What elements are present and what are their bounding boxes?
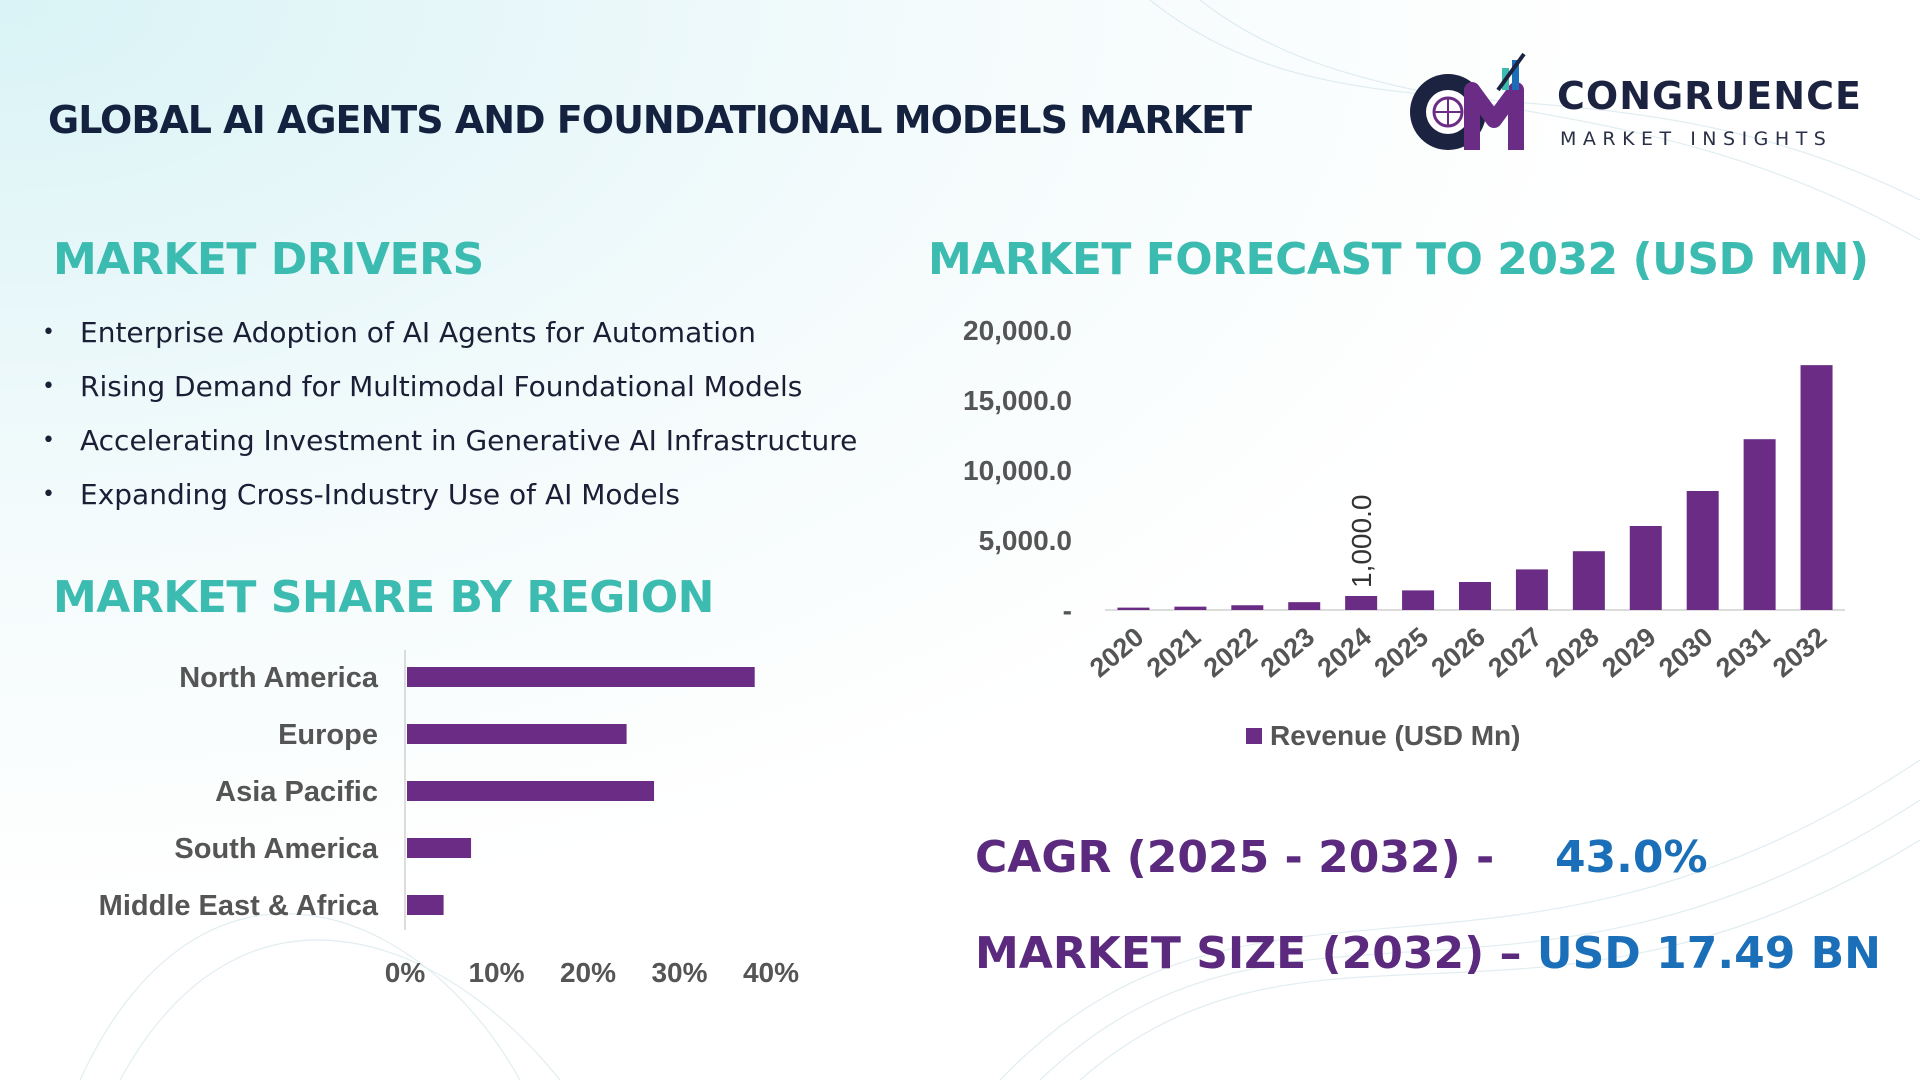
bar-2022 xyxy=(1231,605,1264,610)
bar-2020 xyxy=(1117,607,1150,610)
x-tick-label: 2032 xyxy=(1767,622,1832,684)
drivers-section-title: MARKET DRIVERS xyxy=(53,234,484,285)
category-label: Asia Pacific xyxy=(215,776,378,808)
region-section-title: MARKET SHARE BY REGION xyxy=(53,572,715,623)
x-tick-label: 2022 xyxy=(1198,622,1263,684)
market-size-value: USD 17.49 BN xyxy=(1536,928,1881,979)
logo-wordmark: CONGRUENCE xyxy=(1557,74,1862,118)
y-tick-label: - xyxy=(1063,595,1072,626)
category-label: Europe xyxy=(278,719,378,751)
forecast-section-title: MARKET FORECAST TO 2032 (USD MN) xyxy=(928,234,1869,285)
x-tick-label: 40% xyxy=(743,957,799,988)
x-tick-label: 2020 xyxy=(1084,622,1149,684)
bar-2023 xyxy=(1288,602,1321,610)
drivers-list: Enterprise Adoption of AI Agents for Aut… xyxy=(40,316,857,532)
driver-item: Expanding Cross-Industry Use of AI Model… xyxy=(40,478,857,532)
x-tick-label: 2025 xyxy=(1369,622,1434,684)
logo-monogram-icon xyxy=(1410,52,1526,150)
market-size-kpi: MARKET SIZE (2032) – USD 17.49 BN xyxy=(975,928,1881,979)
x-tick-label: 10% xyxy=(468,957,524,988)
y-tick-label: 15,000.0 xyxy=(963,385,1072,416)
x-tick-label: 30% xyxy=(651,957,707,988)
bar-2028 xyxy=(1572,551,1605,610)
bar-2026 xyxy=(1459,582,1491,610)
bar-2031 xyxy=(1743,439,1776,610)
bar-2032 xyxy=(1800,365,1833,610)
legend-label: Revenue (USD Mn) xyxy=(1270,720,1520,751)
y-tick-label: 10,000.0 xyxy=(963,455,1072,486)
x-tick-label: 2021 xyxy=(1141,622,1206,684)
cagr-label: CAGR (2025 - 2032) - xyxy=(975,832,1495,883)
bar-2025 xyxy=(1402,590,1435,610)
region-bar xyxy=(407,667,755,687)
x-tick-label: 2030 xyxy=(1653,622,1718,684)
x-tick-label: 2024 xyxy=(1312,622,1377,684)
x-tick-label: 2031 xyxy=(1710,622,1775,684)
bar-2027 xyxy=(1515,569,1548,610)
x-tick-label: 2026 xyxy=(1426,622,1491,684)
cagr-kpi: CAGR (2025 - 2032) - 43.0% xyxy=(975,832,1708,883)
region-bar xyxy=(407,838,472,858)
legend-swatch xyxy=(1246,728,1262,744)
market-size-label: MARKET SIZE (2032) – xyxy=(975,928,1522,979)
category-label: North America xyxy=(179,662,379,694)
driver-item: Enterprise Adoption of AI Agents for Aut… xyxy=(40,316,857,370)
x-tick-label: 2023 xyxy=(1255,622,1320,684)
region-bar xyxy=(407,895,444,915)
logo-tagline: MARKET INSIGHTS xyxy=(1560,128,1833,150)
x-tick-label: 2028 xyxy=(1539,622,1604,684)
bar-2030 xyxy=(1686,491,1719,610)
bar-2024 xyxy=(1345,596,1378,610)
x-tick-label: 2029 xyxy=(1596,622,1661,684)
bar-2029 xyxy=(1629,526,1662,610)
driver-item: Accelerating Investment in Generative AI… xyxy=(40,424,857,478)
category-label: South America xyxy=(174,833,378,865)
bar-2021 xyxy=(1174,606,1207,610)
company-logo: CONGRUENCE MARKET INSIGHTS xyxy=(1402,50,1882,160)
x-tick-label: 0% xyxy=(385,957,426,988)
cagr-value: 43.0% xyxy=(1554,832,1708,883)
x-tick-label: 20% xyxy=(560,957,616,988)
x-tick-label: 2027 xyxy=(1482,622,1547,684)
category-label: Middle East & Africa xyxy=(99,890,379,922)
page-title: GLOBAL AI AGENTS AND FOUNDATIONAL MODELS… xyxy=(48,98,1252,142)
region-bar xyxy=(407,724,627,744)
driver-item: Rising Demand for Multimodal Foundationa… xyxy=(40,370,857,424)
data-label: 1,000.0 xyxy=(1346,495,1377,588)
region-bar xyxy=(407,781,655,801)
y-tick-label: 5,000.0 xyxy=(979,525,1072,556)
y-tick-label: 20,000.0 xyxy=(963,315,1072,346)
